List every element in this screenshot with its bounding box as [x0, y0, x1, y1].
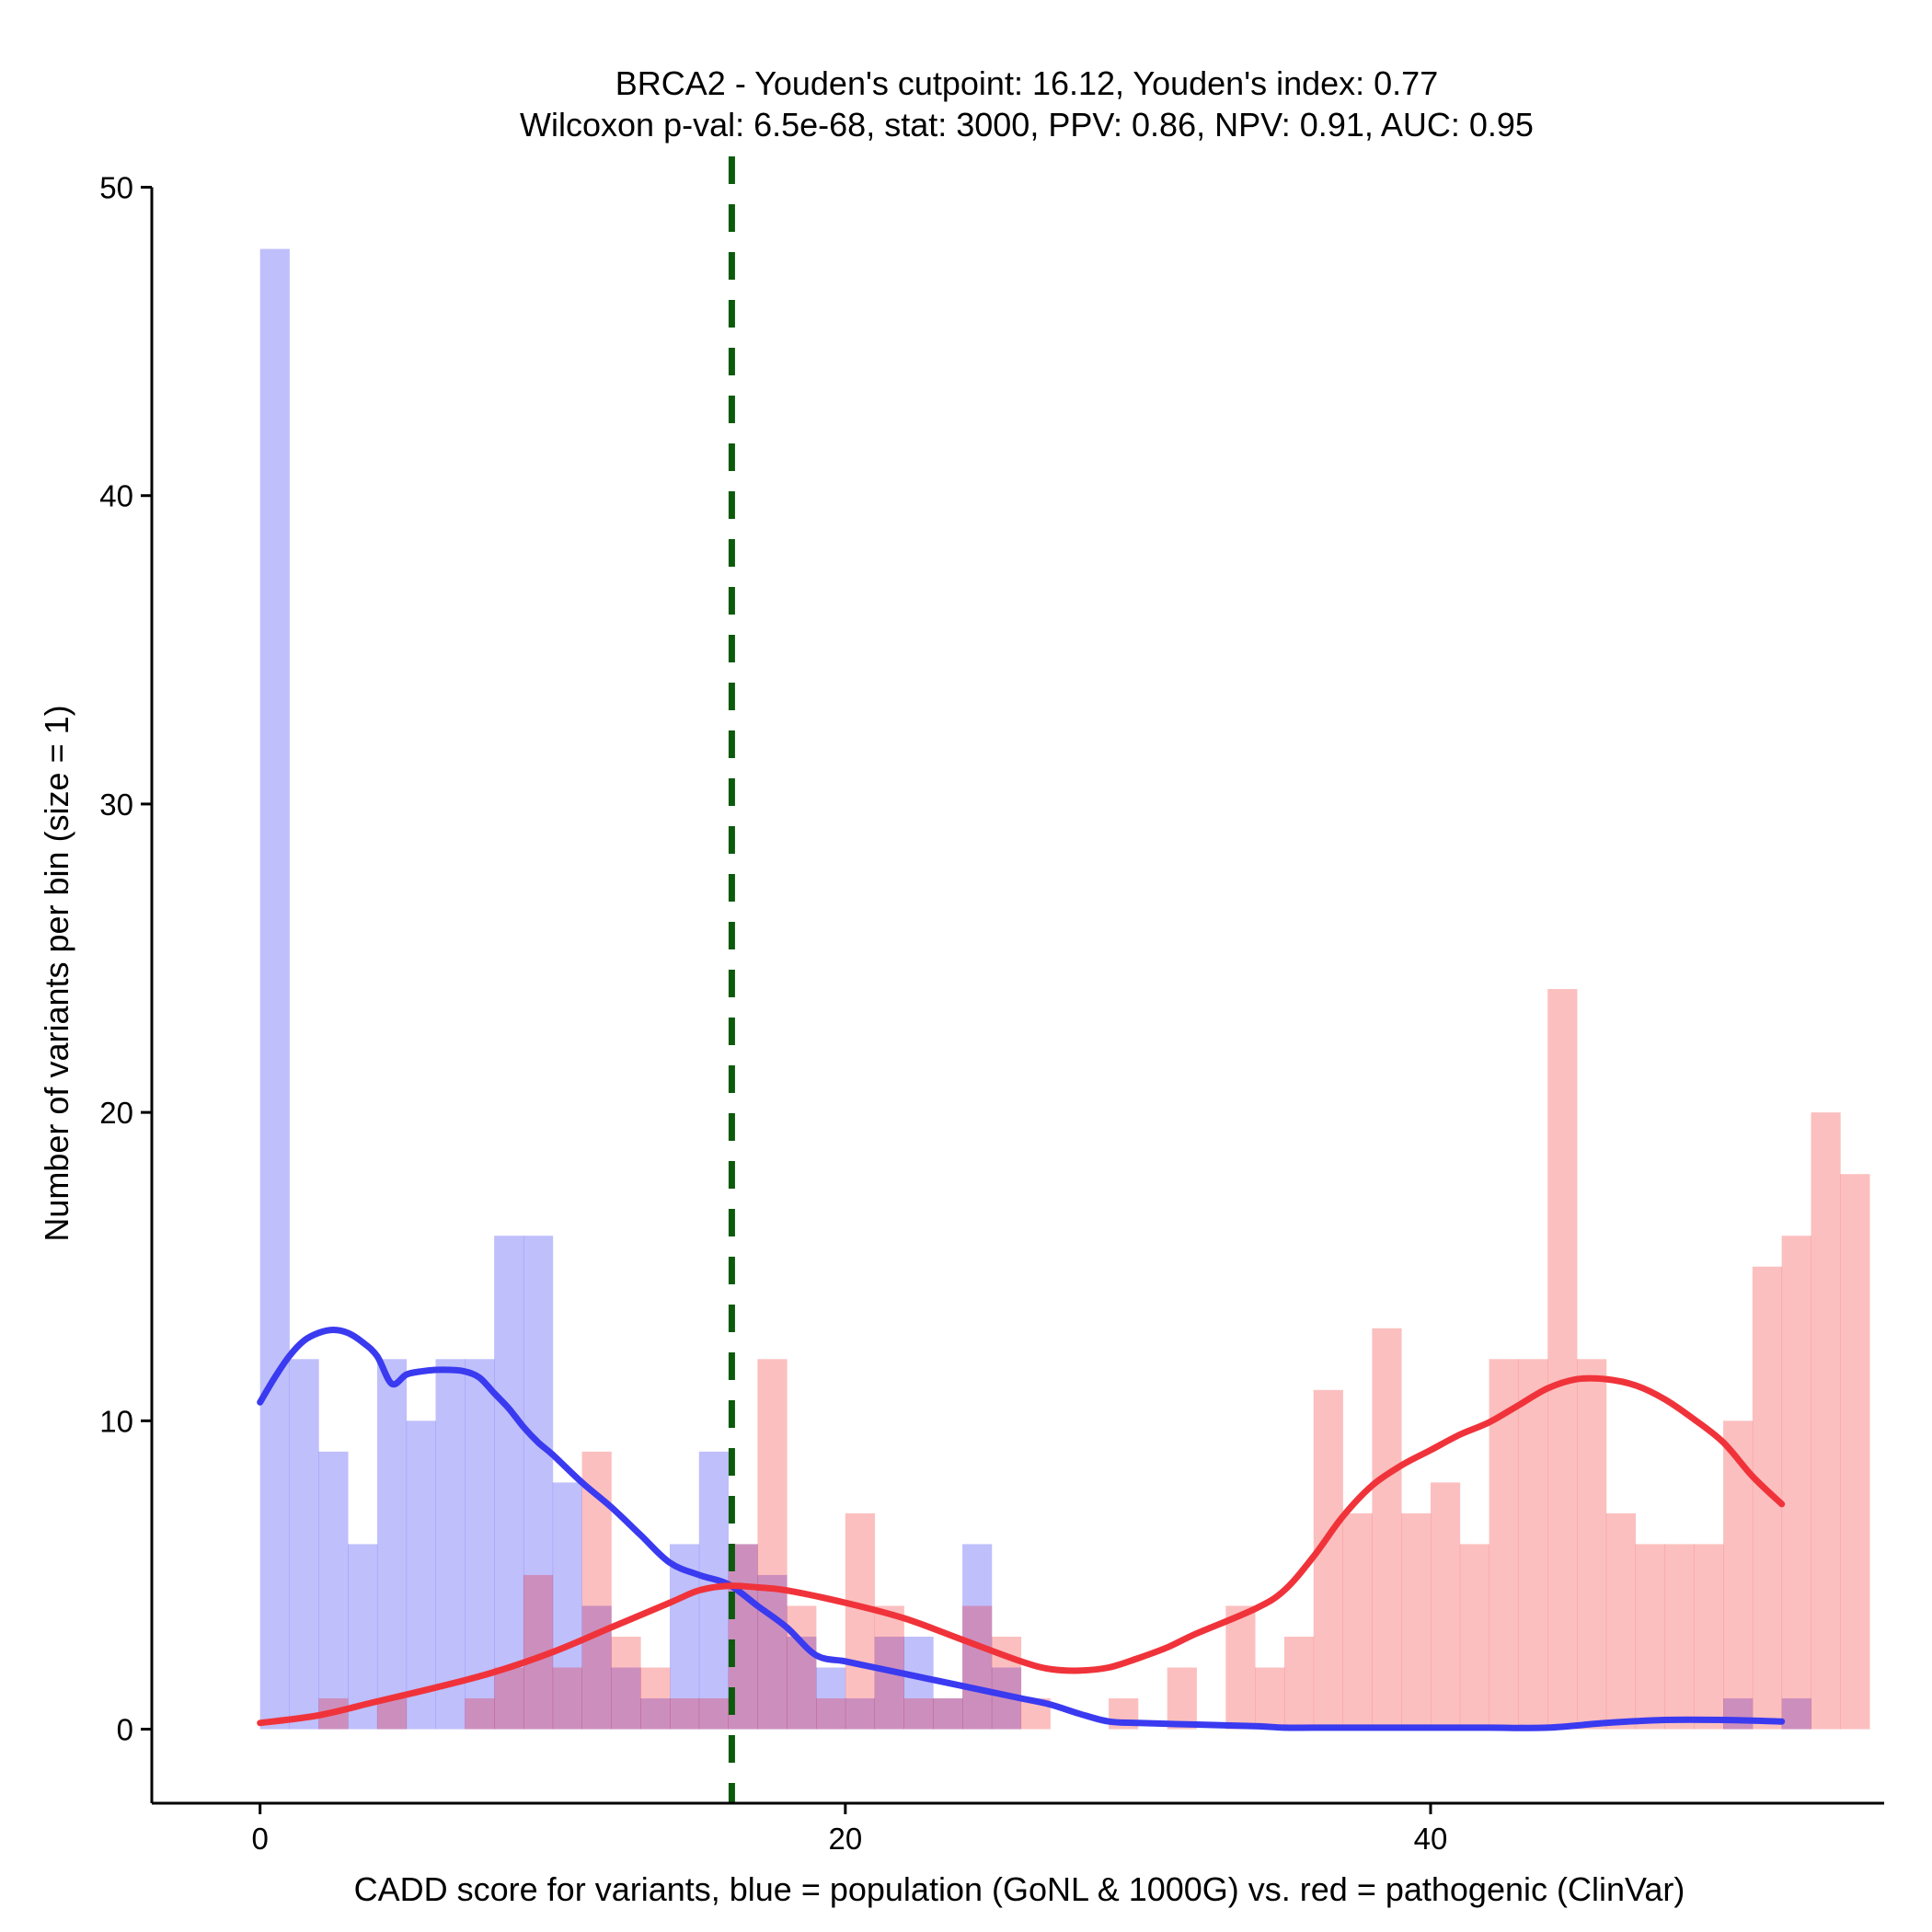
pathogenic-bar: [1664, 1544, 1695, 1730]
pathogenic-bar: [1167, 1667, 1197, 1730]
population-bar: [903, 1636, 934, 1730]
population-bar: [962, 1544, 993, 1730]
population-bar: [259, 248, 290, 1730]
chart-title: BRCA2 - Youden's cutpoint: 16.12, Youden…: [615, 64, 1438, 102]
population-bar: [318, 1451, 349, 1730]
pathogenic-density-line: [257, 1374, 1786, 1727]
pathogenic-bar: [1401, 1512, 1432, 1730]
pathogenic-bar: [845, 1512, 876, 1730]
y-axis-title: Number of variants per bin (size = 1): [38, 705, 75, 1241]
population-bar: [816, 1667, 846, 1730]
pathogenic-bar: [1342, 1512, 1373, 1730]
population-bar: [552, 1482, 582, 1730]
x-tick-label: 40: [1414, 1822, 1448, 1856]
population-bar: [465, 1359, 495, 1730]
population-bar: [874, 1636, 904, 1730]
pathogenic-bar: [1372, 1328, 1402, 1730]
pathogenic-bar: [1781, 1236, 1811, 1730]
pathogenic-bar: [1283, 1636, 1315, 1730]
pathogenic-bar: [757, 1359, 788, 1730]
pathogenic-bar: [933, 1698, 963, 1730]
population-bars: [259, 248, 1811, 1730]
x-axis-ticks: 0 20 40: [252, 1803, 1448, 1856]
x-tick-label: 0: [252, 1822, 269, 1856]
pathogenic-bar: [669, 1698, 700, 1730]
pathogenic-bar: [1313, 1389, 1343, 1730]
y-tick-label: 20: [99, 1096, 133, 1130]
pathogenic-bar: [552, 1667, 582, 1730]
chart-subtitle: Wilcoxon p-val: 6.5e-68, stat: 3000, PPV…: [520, 106, 1534, 144]
pathogenic-bar: [494, 1667, 524, 1730]
pathogenic-bar: [1840, 1174, 1870, 1730]
pathogenic-bar: [1518, 1359, 1548, 1730]
y-tick-label: 10: [99, 1404, 133, 1438]
pathogenic-bar: [1430, 1482, 1461, 1730]
x-axis-title: CADD score for variants, blue = populati…: [354, 1870, 1685, 1908]
population-bar: [435, 1359, 466, 1730]
population-bar: [757, 1574, 788, 1730]
pathogenic-bar: [1811, 1112, 1841, 1730]
y-tick-label: 50: [99, 171, 133, 205]
pathogenic-bar: [787, 1605, 817, 1730]
pathogenic-bar: [1459, 1544, 1489, 1730]
pathogenic-bar: [1225, 1605, 1256, 1730]
pathogenic-bar: [962, 1605, 993, 1730]
population-bar: [289, 1359, 319, 1730]
pathogenic-bar: [1605, 1512, 1637, 1730]
pathogenic-bar: [611, 1636, 641, 1730]
population-bar: [348, 1544, 378, 1730]
population-bar: [406, 1420, 436, 1730]
pathogenic-bar: [465, 1698, 495, 1730]
x-tick-label: 20: [828, 1822, 862, 1856]
population-bar: [640, 1698, 671, 1730]
pathogenic-bar: [698, 1698, 730, 1730]
pathogenic-bar: [640, 1667, 671, 1730]
y-axis-ticks: 0 10 20 30 40 50: [99, 171, 152, 1747]
pathogenic-bar: [903, 1698, 934, 1730]
y-tick-label: 0: [117, 1713, 133, 1747]
population-bar: [933, 1698, 963, 1730]
pathogenic-bar: [1635, 1544, 1665, 1730]
population-bar: [494, 1236, 524, 1730]
y-tick-label: 40: [99, 479, 133, 513]
pathogenic-bar: [1694, 1544, 1724, 1730]
y-tick-label: 30: [99, 788, 133, 822]
population-bar: [1781, 1698, 1811, 1730]
pathogenic-bar: [1547, 989, 1578, 1730]
population-bar: [1723, 1698, 1754, 1730]
population-bar: [376, 1359, 408, 1730]
population-bar: [845, 1698, 876, 1730]
population-bar: [523, 1236, 554, 1730]
pathogenic-bar: [1255, 1667, 1285, 1730]
pathogenic-bar: [816, 1698, 846, 1730]
pathogenic-bar: [1577, 1359, 1607, 1730]
population-bar: [611, 1667, 641, 1730]
